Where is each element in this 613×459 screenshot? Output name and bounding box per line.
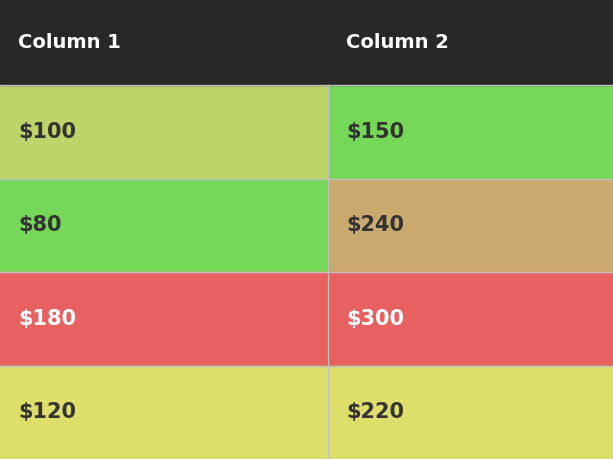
Text: $220: $220 [346, 402, 405, 422]
Text: Column 1: Column 1 [18, 33, 121, 52]
Text: $100: $100 [18, 122, 77, 142]
Text: $120: $120 [18, 402, 77, 422]
Bar [328, 85, 613, 179]
Bar [328, 0, 613, 85]
Bar [0, 179, 328, 272]
Text: $80: $80 [18, 215, 62, 235]
Text: $150: $150 [346, 122, 405, 142]
Text: $180: $180 [18, 309, 77, 329]
Bar [0, 365, 328, 459]
Text: $240: $240 [346, 215, 405, 235]
Bar [0, 85, 328, 179]
Bar [328, 272, 613, 365]
Bar [328, 365, 613, 459]
Bar [0, 272, 328, 365]
Bar [0, 0, 328, 85]
Text: Column 2: Column 2 [346, 33, 449, 52]
Bar [328, 179, 613, 272]
Text: $300: $300 [346, 309, 405, 329]
